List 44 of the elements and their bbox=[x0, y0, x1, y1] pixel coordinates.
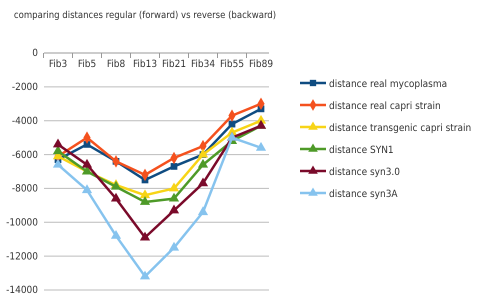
point bbox=[198, 158, 208, 168]
legend-label: distance real capri strain bbox=[329, 101, 441, 112]
point bbox=[168, 204, 180, 214]
legend-label: distance syn3A bbox=[329, 189, 398, 200]
x-tick-label: Fib21 bbox=[162, 59, 186, 70]
legend-label: distance real mycoplasma bbox=[329, 79, 448, 90]
y-tick-label: -10000 bbox=[6, 217, 38, 228]
y-tick-label: -12000 bbox=[6, 251, 38, 262]
point bbox=[198, 206, 208, 216]
legend-label: distance transgenic capri strain bbox=[329, 123, 472, 134]
point bbox=[170, 163, 178, 170]
point bbox=[52, 158, 64, 168]
point bbox=[140, 189, 150, 198]
y-tick-label: -8000 bbox=[12, 184, 38, 195]
x-tick-label: Fib34 bbox=[190, 59, 216, 70]
point bbox=[228, 120, 236, 128]
legend-label: distance SYN1 bbox=[329, 145, 394, 156]
point bbox=[82, 158, 92, 168]
y-tick-label: 0 bbox=[32, 48, 38, 60]
y-tick-label: -6000 bbox=[12, 150, 38, 161]
y-tick-label: -2000 bbox=[12, 82, 38, 94]
point bbox=[168, 242, 180, 251]
x-tick-label: Fib89 bbox=[248, 59, 274, 70]
point bbox=[52, 138, 64, 148]
point bbox=[140, 196, 150, 205]
y-tick-label: -14000 bbox=[6, 285, 38, 296]
x-tick-label: Fib8 bbox=[106, 59, 126, 70]
point bbox=[110, 230, 122, 239]
legend-label: distance syn3.0 bbox=[329, 167, 400, 178]
point bbox=[82, 184, 92, 194]
point bbox=[140, 232, 150, 240]
point bbox=[198, 177, 208, 186]
point bbox=[140, 270, 150, 280]
x-tick-label: Fib13 bbox=[132, 59, 158, 70]
point bbox=[256, 142, 266, 151]
point bbox=[198, 148, 208, 158]
point bbox=[168, 192, 180, 202]
y-tick-label: -4000 bbox=[12, 116, 38, 127]
x-tick-label: Fib3 bbox=[48, 59, 68, 70]
x-tick-label: Fib5 bbox=[78, 59, 96, 70]
point bbox=[110, 192, 122, 202]
point bbox=[168, 182, 180, 192]
chart-title: comparing distances regular (forward) vs reverse (backward) bbox=[14, 10, 276, 21]
x-tick-label: Fib55 bbox=[220, 59, 244, 70]
